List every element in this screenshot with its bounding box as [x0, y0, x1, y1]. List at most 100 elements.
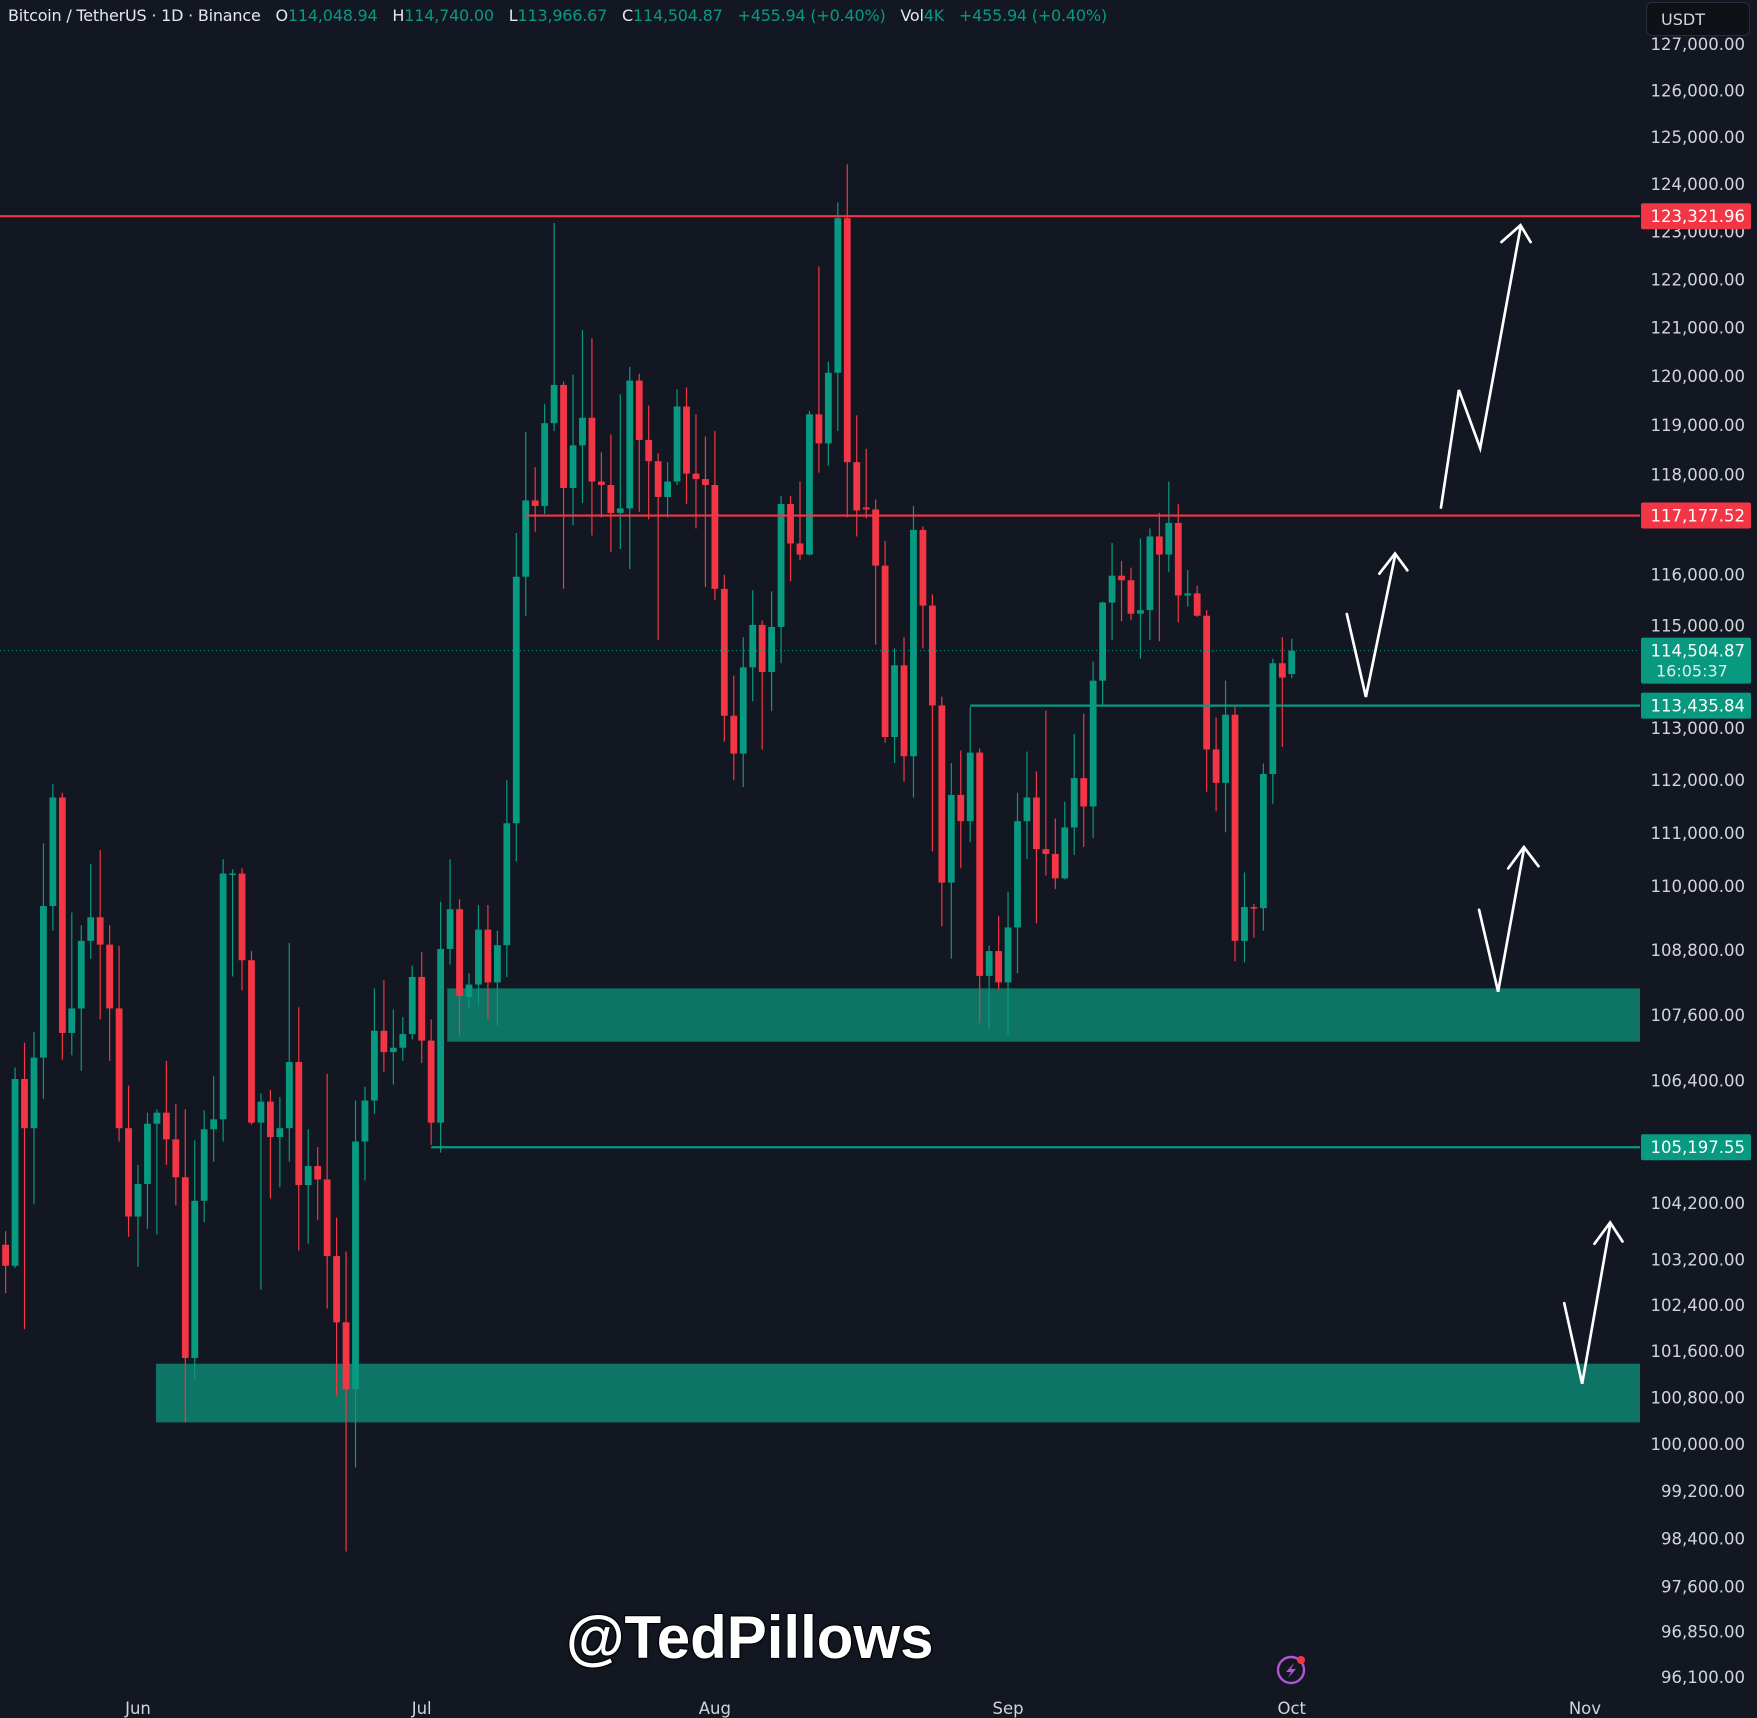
price-tag-label: 113,435.84	[1651, 697, 1745, 716]
candle-body	[531, 500, 539, 506]
change-value: +455.94 (+0.40%)	[737, 6, 886, 25]
price-tag-label: 117,177.52	[1651, 507, 1745, 526]
price-tick-label: 115,000.00	[1651, 616, 1745, 635]
price-tick-label: 106,400.00	[1651, 1072, 1745, 1091]
candle-body	[352, 1141, 359, 1390]
candle-body	[465, 984, 473, 998]
time-axis[interactable]: Jun Jul Aug Sep Oct Nov	[124, 1699, 1601, 1718]
price-tick-label: 127,000.00	[1651, 35, 1745, 54]
candle-body	[1165, 522, 1173, 555]
candle-body	[654, 461, 662, 497]
price-tick-label: 111,000.00	[1651, 824, 1745, 843]
candle-body	[1042, 849, 1050, 854]
candle-body	[862, 507, 870, 510]
candle-body	[881, 565, 889, 737]
symbol-legend: Bitcoin / TetherUS · 1D · Binance O114,0…	[8, 6, 1107, 25]
price-tick-label: 112,000.00	[1651, 771, 1745, 790]
candle-body	[645, 439, 653, 462]
candle-body	[1231, 714, 1239, 941]
price-axis[interactable]: 127,000.00 126,000.00 125,000.00 124,000.00…	[1651, 35, 1745, 1687]
high-value: 114,740.00	[404, 6, 494, 25]
candle-body	[475, 929, 482, 985]
candle-body	[493, 945, 501, 983]
close-value: 114,504.87	[633, 6, 723, 25]
candle-body	[664, 481, 671, 497]
candle-body	[768, 626, 776, 672]
candle-body	[947, 794, 955, 883]
price-tick-label: 101,600.00	[1651, 1342, 1745, 1361]
price-tag	[1641, 692, 1751, 719]
candle-body	[87, 917, 95, 941]
support-zone	[155, 1363, 1640, 1423]
candle-body	[749, 624, 757, 668]
candle-body	[853, 462, 861, 511]
price-tick-label: 121,000.00	[1651, 319, 1745, 338]
candle-body	[285, 1061, 293, 1129]
candle-body	[276, 1128, 284, 1138]
candle-body	[1118, 575, 1125, 581]
candle-body	[626, 380, 634, 509]
date-tick-label: Aug	[699, 1699, 731, 1718]
current-price-label: 114,504.87	[1651, 642, 1745, 661]
candle-body	[777, 503, 785, 627]
candle-body	[1278, 663, 1286, 678]
arrow-path	[1562, 1223, 1612, 1385]
currency-button[interactable]: USDT	[1646, 2, 1750, 36]
candle-body	[1089, 680, 1097, 807]
candle-body	[607, 485, 615, 513]
price-tick-label: 122,000.00	[1651, 270, 1745, 289]
support-zone	[447, 988, 1640, 1042]
candle-body	[295, 1061, 303, 1186]
candle-body	[966, 752, 974, 822]
candle-body	[843, 218, 851, 463]
price-tick-label: 99,200.00	[1661, 1482, 1745, 1501]
candle-body	[806, 414, 813, 555]
candle-body	[181, 1177, 189, 1358]
candle-body	[976, 752, 984, 976]
candle-body	[380, 1030, 388, 1053]
candle-body	[720, 588, 728, 716]
candle-body	[323, 1179, 331, 1257]
close-label: C	[622, 6, 633, 25]
candle-body	[153, 1112, 161, 1124]
candle-body	[248, 960, 255, 1123]
candle-body	[1259, 773, 1267, 909]
candle-body	[957, 794, 965, 822]
candle-body	[1061, 827, 1069, 879]
candle-body	[1014, 821, 1021, 928]
candle-body	[541, 423, 549, 506]
price-tick-label: 102,400.00	[1651, 1296, 1745, 1315]
date-tick-label: Oct	[1277, 1699, 1306, 1718]
price-tick-label: 110,000.00	[1651, 877, 1745, 896]
candle-body	[115, 1008, 123, 1129]
price-tick-label: 107,600.00	[1651, 1006, 1745, 1025]
candle-body	[371, 1030, 378, 1101]
candle-body	[1099, 602, 1107, 681]
candle-body	[200, 1129, 208, 1201]
volume-value: 4K	[923, 6, 945, 25]
candle-body	[257, 1101, 265, 1123]
candle-body	[1174, 522, 1182, 596]
candle-body	[1155, 536, 1163, 555]
candle-body	[1127, 580, 1135, 614]
price-tick-label: 126,000.00	[1651, 81, 1745, 100]
candle-body	[872, 509, 880, 566]
candle-body	[1203, 615, 1211, 750]
candle-body	[408, 976, 416, 1035]
candle-body	[40, 906, 47, 1058]
arrow-path	[1477, 847, 1526, 992]
price-tick-label: 96,850.00	[1661, 1622, 1745, 1641]
price-tick-label: 116,000.00	[1651, 566, 1745, 585]
candle-body	[210, 1119, 218, 1130]
candle-body	[910, 529, 917, 757]
price-tick-label: 124,000.00	[1651, 175, 1745, 194]
volume-change: +455.94 (+0.40%)	[958, 6, 1107, 25]
arrow-path	[1439, 226, 1522, 509]
candle-body	[579, 417, 586, 446]
candle-body	[985, 951, 993, 976]
candle-body	[1222, 714, 1229, 783]
candle-body	[134, 1183, 142, 1217]
lightning-bolt-icon[interactable]	[1276, 1655, 1306, 1685]
symbol-title[interactable]: Bitcoin / TetherUS · 1D · Binance	[8, 6, 261, 25]
